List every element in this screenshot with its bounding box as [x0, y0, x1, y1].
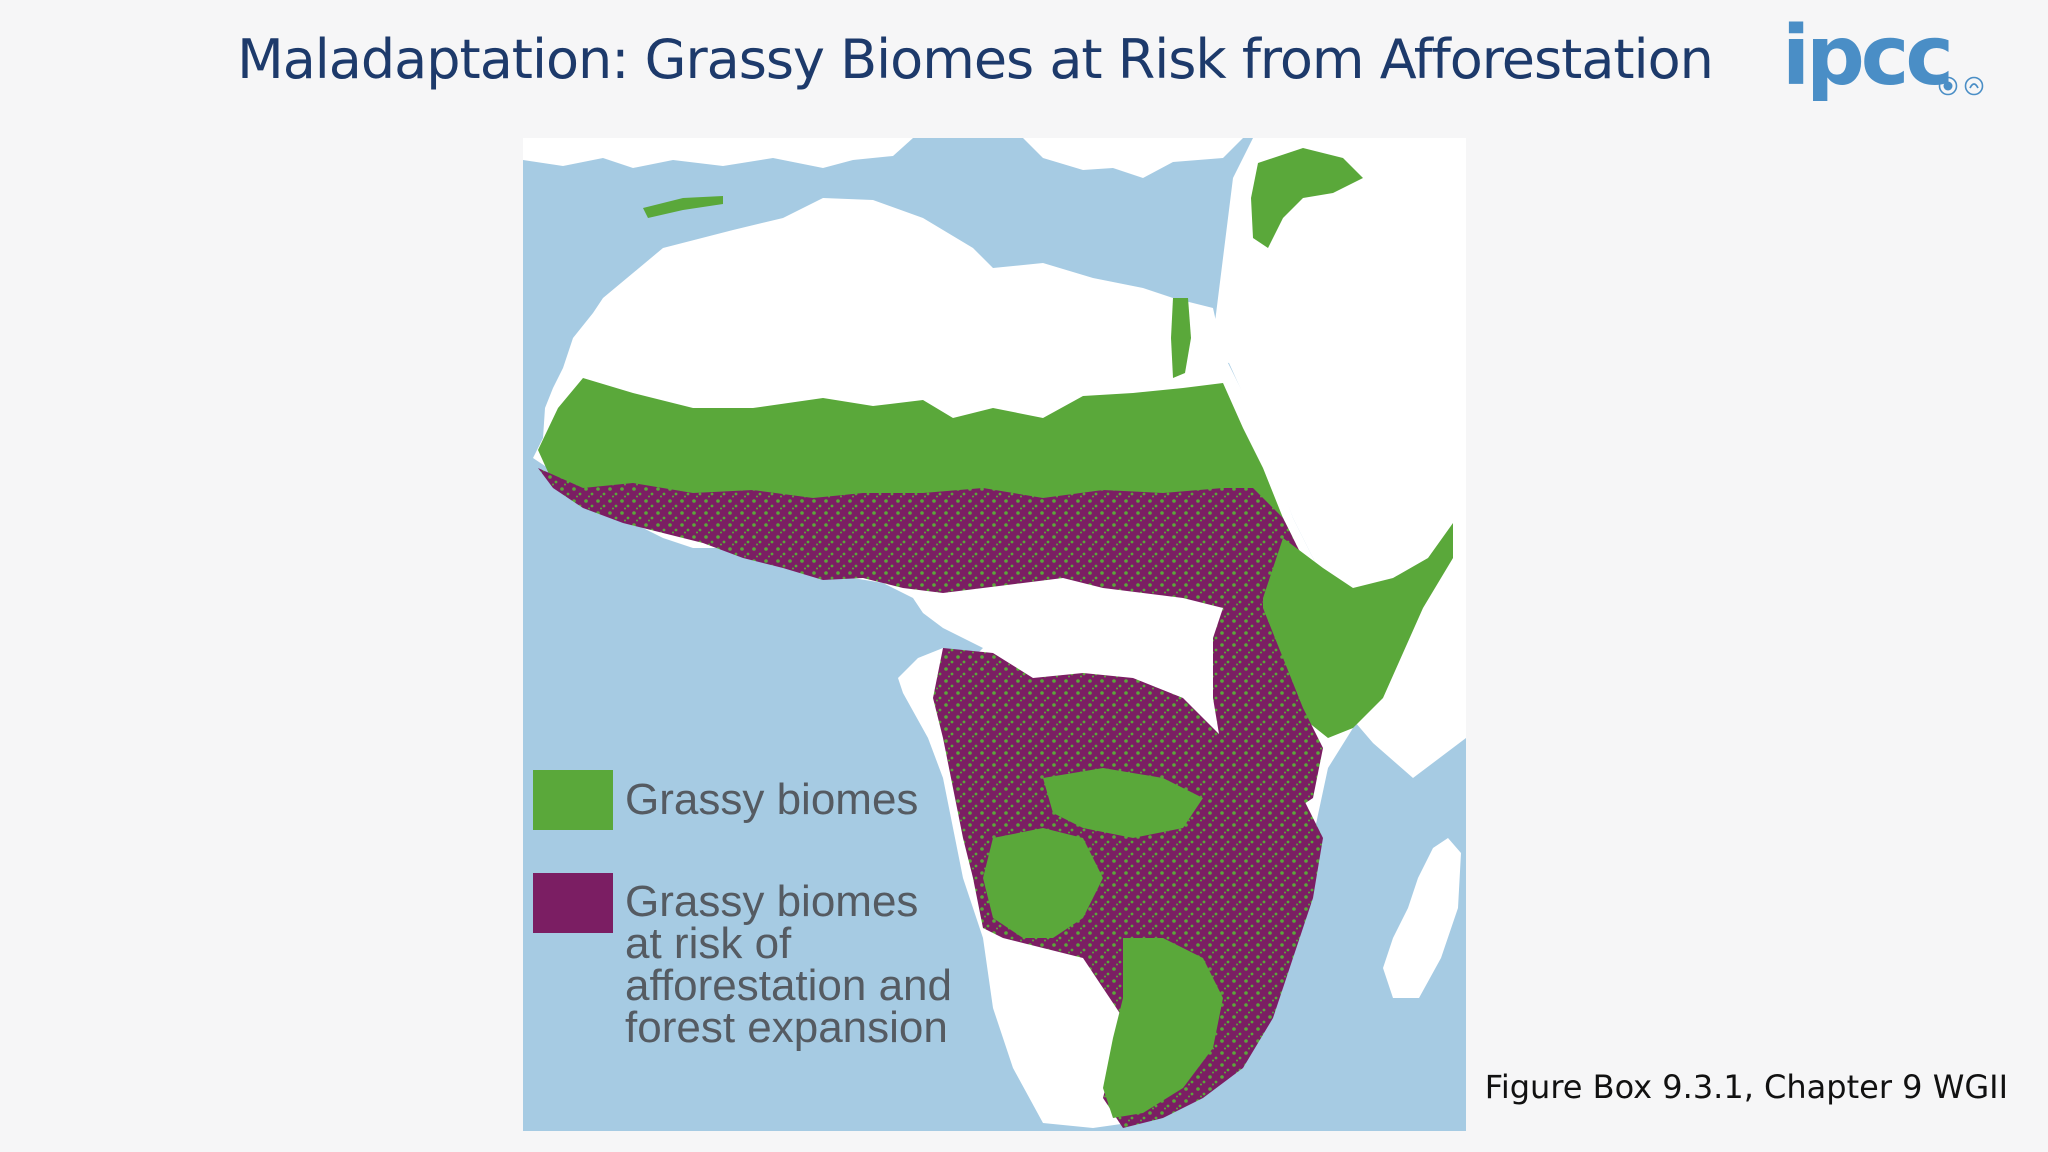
nile-grassy-strip [1171, 298, 1191, 378]
legend-label-at-risk-line-1: Grassy biomes [625, 877, 918, 926]
europe-land-east [1023, 138, 1243, 178]
east-africa-grassy-biome [1263, 523, 1453, 738]
north-africa-coastal-grassy [643, 196, 723, 218]
legend-swatch-grassy [533, 770, 613, 830]
legend-label-at-risk-line-3: afforestation and [625, 961, 952, 1010]
legend-label-grassy: Grassy biomes [625, 775, 918, 824]
europe-land [523, 138, 913, 168]
sahel-at-risk-biome [538, 468, 1303, 618]
southern-africa-at-risk-biome [933, 648, 1323, 1128]
slide-title: Maladaptation: Grassy Biomes at Risk fro… [237, 28, 1714, 91]
wmo-emblem-icon [1938, 76, 1958, 96]
figure-caption: Figure Box 9.3.1, Chapter 9 WGII [1484, 1068, 2008, 1106]
legend-label-at-risk-line-4: forest expansion [625, 1003, 948, 1052]
legend-label-at-risk-line-2: at risk of [625, 919, 792, 968]
southern-africa-grassy-patch-2 [1103, 938, 1223, 1118]
middle-east-grassy [1251, 148, 1363, 248]
ipcc-logo-text: ipcc [1782, 9, 1954, 104]
unep-emblem-icon [1964, 76, 1984, 96]
ipcc-logo: ipcc [1782, 16, 2012, 112]
madagascar [1383, 838, 1461, 998]
africa-grassy-biomes-map: Grassy biomes Grassy biomes at risk of a… [523, 138, 1466, 1131]
central-africa-grassy-patch [1043, 768, 1203, 838]
southern-africa-grassy-patch [983, 828, 1103, 938]
legend-swatch-at-risk [533, 873, 613, 933]
